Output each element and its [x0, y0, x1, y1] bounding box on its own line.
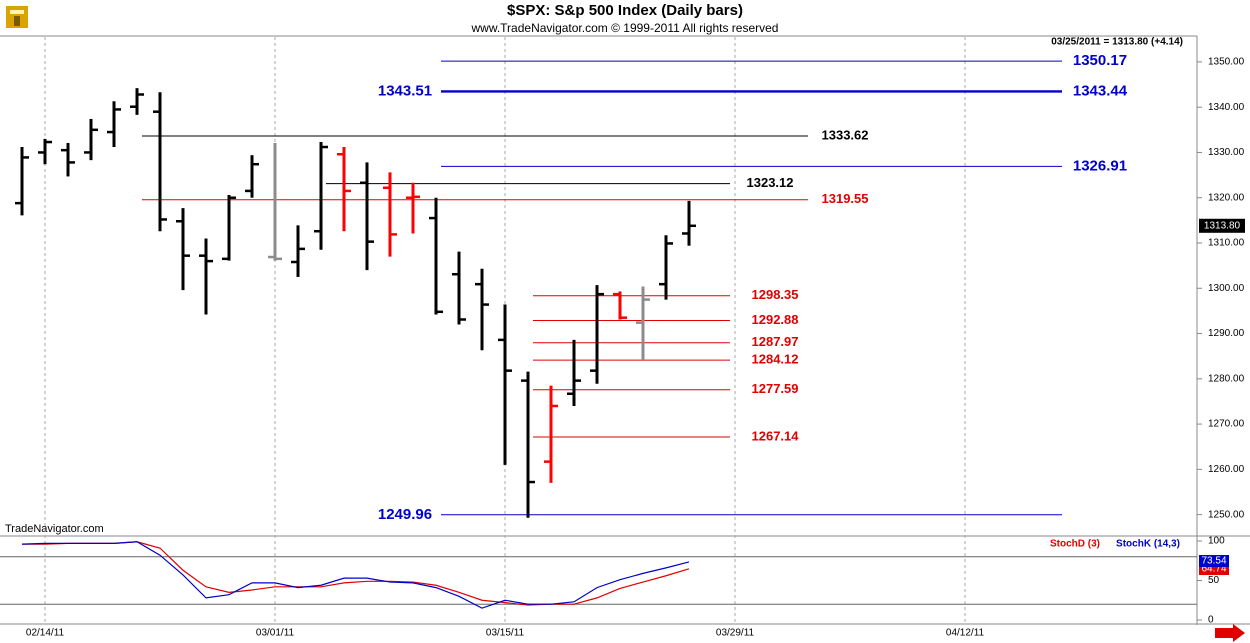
x-tick-label: 03/15/11 [486, 628, 525, 639]
level-label: 1292.88 [752, 312, 799, 327]
level-label: 1326.91 [1073, 157, 1127, 174]
last-price-label: 1313.80 [1204, 220, 1241, 231]
level-label: 1287.97 [752, 334, 799, 349]
y-tick-label: 1290.00 [1208, 328, 1245, 339]
y-tick-label: 1250.00 [1208, 509, 1245, 520]
level-label: 1343.51 [378, 82, 432, 99]
y-tick-label: 1270.00 [1208, 419, 1245, 430]
logo [6, 6, 28, 28]
chart-subtitle: www.TradeNavigator.com © 1999-2011 All r… [471, 21, 779, 35]
x-tick-label: 04/12/11 [946, 628, 985, 639]
level-label: 1333.62 [822, 127, 869, 142]
last-value-label: 73.54 [1201, 556, 1226, 567]
watermark: TradeNavigator.com [5, 523, 104, 535]
y-tick-label: 1310.00 [1208, 238, 1245, 249]
legend-entry: StochD (3) [1050, 539, 1100, 550]
y-tick-label: 1320.00 [1208, 192, 1245, 203]
level-label: 1267.14 [752, 428, 800, 443]
level-label: 1319.55 [822, 191, 869, 206]
level-label: 1249.96 [378, 506, 432, 523]
level-label: 1277.59 [752, 381, 799, 396]
last-value-label: 64.74 [1201, 564, 1226, 575]
last-price-box [1199, 218, 1245, 233]
y-tick-label: 1340.00 [1208, 102, 1245, 113]
y-tick-label: 100 [1208, 536, 1225, 547]
x-tick-label: 02/14/11 [26, 628, 65, 639]
level-label: 1284.12 [752, 352, 799, 367]
stoch-line [21, 541, 690, 609]
last-value-box [1199, 555, 1229, 567]
legend-entry: StochK (14,3) [1116, 539, 1180, 550]
y-tick-label: 50 [1208, 575, 1220, 586]
level-label: 1298.35 [752, 287, 799, 302]
y-tick-label: 1350.00 [1208, 57, 1245, 68]
y-tick-label: 1330.00 [1208, 147, 1245, 158]
level-label: 1323.12 [747, 175, 794, 190]
x-tick-label: 03/01/11 [256, 628, 295, 639]
last-quote: 03/25/2011 = 1313.80 (+4.14) [1051, 37, 1183, 48]
y-tick-label: 1280.00 [1208, 373, 1245, 384]
level-label: 1343.44 [1073, 83, 1128, 100]
level-label: 1350.17 [1073, 52, 1127, 69]
y-tick-label: 1260.00 [1208, 464, 1245, 475]
x-tick-label: 03/29/11 [716, 628, 755, 639]
scroll-arrow[interactable] [1215, 624, 1245, 642]
chart-title: $SPX: S&p 500 Index (Daily bars) [507, 2, 743, 19]
y-tick-label: 1300.00 [1208, 283, 1245, 294]
y-tick-label: 0 [1208, 615, 1214, 626]
